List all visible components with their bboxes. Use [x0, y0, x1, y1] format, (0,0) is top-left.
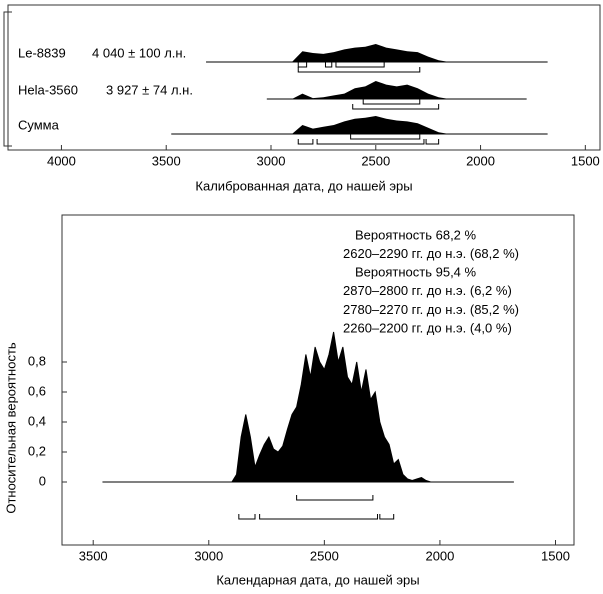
range-bracket [238, 514, 256, 520]
row-date: 3 927 ± 74 л.н. [106, 82, 193, 97]
x-tick-label: 3000 [194, 548, 223, 563]
range-bracket [335, 62, 385, 68]
row-label: Сумма [18, 117, 60, 132]
density-area [102, 331, 514, 483]
annotation: Вероятность 68,2 % [355, 227, 477, 242]
range-bracket [362, 99, 421, 105]
x-tick-label: 1500 [571, 153, 600, 168]
x-tick-label: 3000 [257, 153, 286, 168]
range-bracket [316, 139, 425, 145]
range-bracket [259, 514, 379, 520]
annotation: Вероятность 95,4 % [355, 265, 477, 280]
x-tick-label: 2000 [425, 548, 454, 563]
bottom-frame [61, 214, 575, 546]
y-tick-label: 0,8 [28, 353, 46, 368]
range-bracket [324, 62, 333, 68]
range-bracket [296, 495, 374, 501]
y-tick-label: 0,6 [28, 383, 46, 398]
range-bracket [297, 67, 421, 73]
range-bracket [297, 139, 314, 145]
y-tick-label: 0,2 [28, 443, 46, 458]
density [291, 44, 450, 62]
range-bracket [352, 104, 440, 110]
range-bracket [379, 514, 395, 520]
x-tick-label: 3500 [79, 548, 108, 563]
range-bracket [350, 134, 421, 140]
density [291, 81, 450, 99]
x-tick-label: 3500 [152, 153, 181, 168]
y-tick-label: 0 [39, 473, 46, 488]
x-tick-label: 2500 [361, 153, 390, 168]
annotation: 2780–2270 гг. до н.э. (85,2 %) [343, 302, 519, 317]
x-axis-title: Календарная дата, до нашей эры [216, 572, 419, 587]
annotation: 2870–2800 гг. до н.э. (6,2 %) [343, 283, 512, 298]
x-axis-title: Калиброванная дата, до нашей эры [195, 178, 412, 193]
x-tick-label: 2000 [466, 153, 495, 168]
group-bracket [3, 11, 12, 147]
annotation: 2620–2290 гг. до н.э. (68,2 %) [343, 246, 519, 261]
top-frame [7, 4, 601, 151]
range-bracket [297, 62, 308, 68]
row-date: 4 040 ± 100 л.н. [92, 45, 186, 60]
density [291, 116, 450, 134]
x-tick-label: 4000 [47, 153, 76, 168]
row-label: Hela-3560 [18, 82, 78, 97]
annotation: 2260–2200 гг. до н.э. (4,0 %) [343, 320, 512, 335]
y-axis-title: Относительная вероятность [3, 342, 18, 514]
range-bracket [425, 139, 440, 145]
x-tick-label: 2500 [310, 548, 339, 563]
y-tick-label: 0,4 [28, 413, 46, 428]
row-label: Le-8839 [18, 45, 66, 60]
x-tick-label: 1500 [541, 548, 570, 563]
